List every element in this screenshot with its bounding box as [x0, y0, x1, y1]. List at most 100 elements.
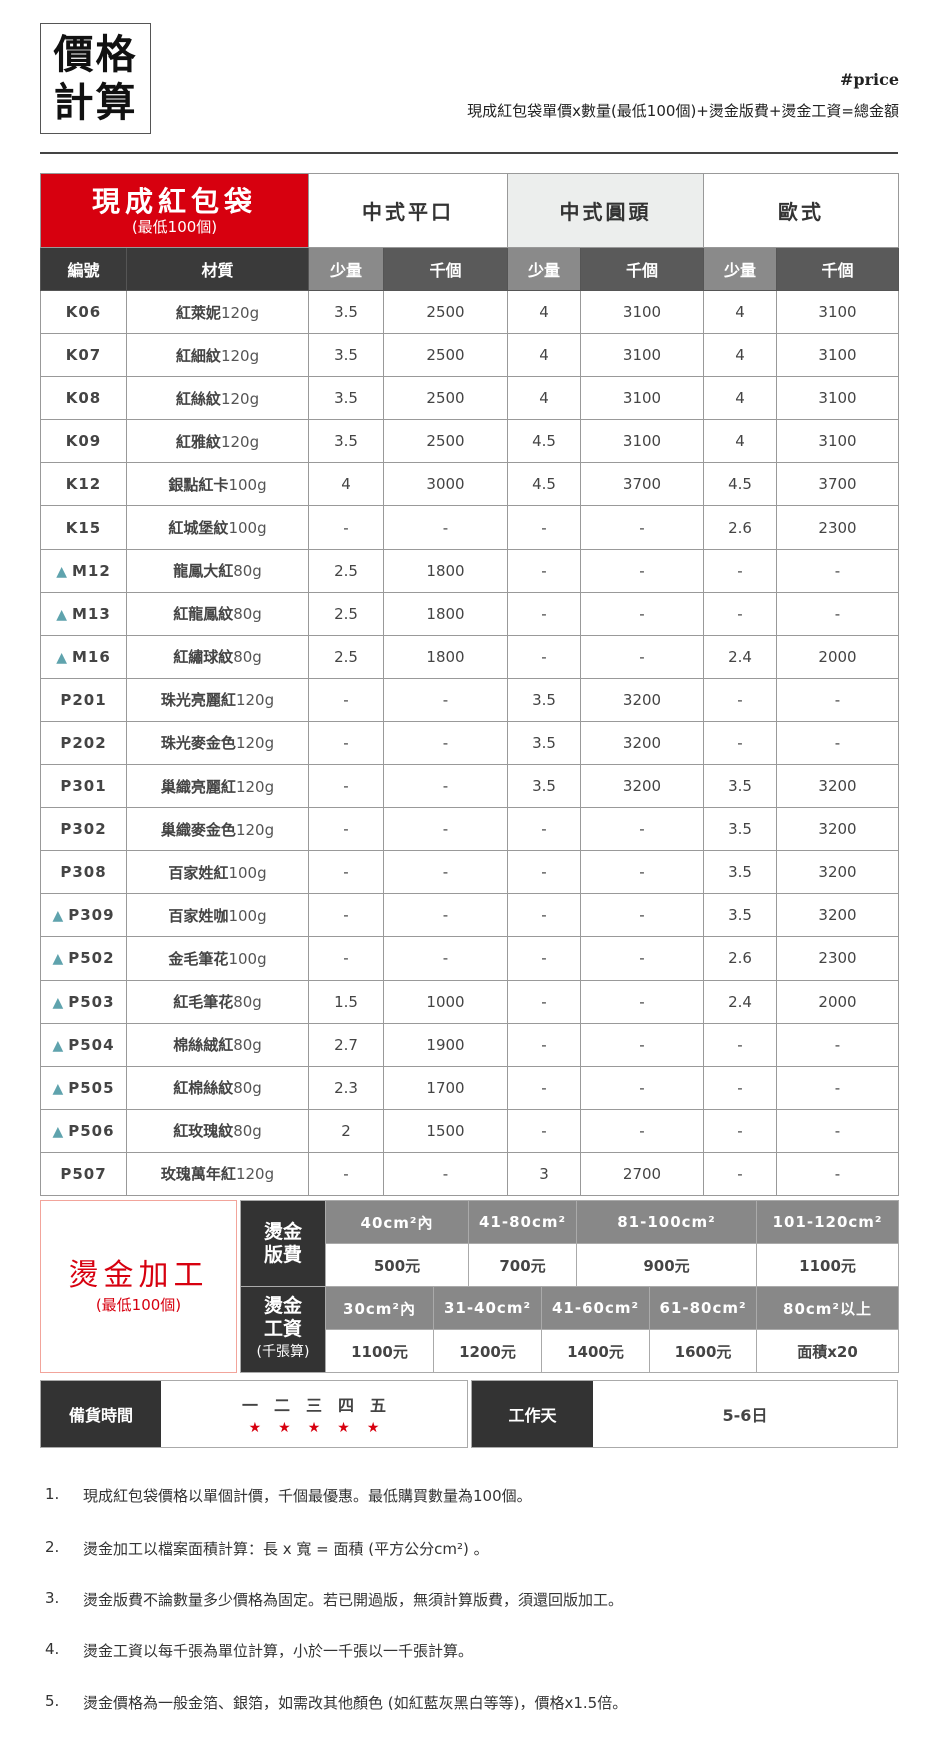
table-row: P507 玫瑰萬年紅120g - -3 2700- -: [40, 1151, 900, 1196]
labor-price: 面積x20: [756, 1329, 900, 1373]
price-cell: -: [308, 1151, 385, 1196]
price-cell: 3200: [776, 893, 900, 938]
labor-price: 1200元: [433, 1329, 542, 1373]
item-material: 龍鳳大紅80g: [125, 548, 310, 593]
item-code: K07: [40, 333, 127, 378]
price-cell: 2300: [776, 505, 900, 550]
price-cell: 3.5: [308, 333, 385, 378]
stock-time: 備貨時間 一二三四五 ★ ★ ★ ★ ★: [40, 1380, 468, 1448]
material-name: 巢織麥金色: [160, 820, 236, 839]
price-cell: 3100: [776, 419, 900, 464]
price-cell: -: [507, 979, 582, 1024]
price-cell: 4.5: [507, 419, 582, 464]
price-cell: -: [383, 850, 509, 895]
price-cell: -: [383, 893, 509, 938]
price-cell: 1.5: [308, 979, 385, 1024]
table-row: ▲ P506 紅玫瑰紋80g 2 1500- - - -: [40, 1108, 900, 1153]
price-cell: -: [507, 850, 582, 895]
item-code: ▲ P503: [40, 979, 127, 1024]
item-code: K09: [40, 419, 127, 464]
material-name: 紅雅紋: [175, 432, 221, 451]
price-cell: 3700: [776, 462, 900, 507]
note-item: 3. 燙金版費不論數量多少價格為固定。若已開過版，無須計算版費，須還回版加工。: [45, 1589, 623, 1610]
table-row: P301 巢織亮麗紅120g - -3.5 3200 3.5 3200: [40, 764, 900, 809]
item-code: ▲ M12: [40, 548, 127, 593]
note-item: 1. 現成紅包袋價格以單個計價，千個最優惠。最低購買數量為100個。: [45, 1485, 532, 1506]
table-row: P302 巢織麥金色120g - - - -3.5 3200: [40, 807, 900, 852]
price-cell: 4: [507, 376, 582, 421]
table-row: ▲ P502 金毛筆花100g - - - -2.6 2300: [40, 936, 900, 981]
item-material: 紅細紋120g: [125, 333, 310, 378]
price-cell: 2700: [580, 1151, 705, 1196]
price-cell: 4: [703, 289, 778, 335]
item-code: K08: [40, 376, 127, 421]
price-cell: -: [580, 936, 705, 981]
price-cell: -: [580, 1065, 705, 1110]
note-text: 現成紅包袋價格以單個計價，千個最優惠。最低購買數量為100個。: [83, 1487, 532, 1505]
price-cell: 2: [308, 1108, 385, 1153]
material-name: 紅棉絲紋: [173, 1079, 234, 1098]
item-material: 棉絲絨紅80g: [125, 1022, 310, 1067]
code-text: P502: [68, 949, 115, 968]
labor-price: 1100元: [325, 1329, 434, 1373]
table-row: P201 珠光亮麗紅120g - -3.5 3200- -: [40, 677, 900, 722]
price-cell: -: [776, 591, 900, 636]
material-weight: 100g: [228, 475, 267, 494]
price-cell: -: [776, 720, 900, 766]
price-cell: -: [383, 764, 509, 809]
style-header-european: 歐式: [703, 173, 900, 248]
material-weight: 120g: [220, 432, 260, 451]
price-cell: -: [703, 720, 778, 766]
table-row: P308 百家姓紅100g - - - -3.5 3200: [40, 850, 900, 895]
item-material: 紅絲紋120g: [125, 376, 310, 421]
price-cell: -: [507, 1022, 582, 1067]
code-text: K15: [65, 518, 102, 537]
price-cell: 3100: [776, 376, 900, 421]
label-line: 燙金: [263, 1295, 302, 1317]
note-text: 燙金工資以每千張為單位計算，小於一千張以一千張計算。: [83, 1642, 474, 1660]
price-cell: 3.5: [703, 764, 778, 809]
label-line: 工資: [263, 1318, 302, 1340]
material-name: 百家姓咖: [168, 906, 229, 925]
price-cell: -: [580, 1108, 705, 1153]
item-material: 玫瑰萬年紅120g: [125, 1151, 310, 1196]
price-cell: 4: [507, 289, 582, 335]
material-weight: 80g: [233, 993, 262, 1012]
price-cell: -: [580, 634, 705, 679]
material-weight: 80g: [233, 562, 262, 581]
code-text: M16: [71, 647, 111, 666]
price-cell: 3.5: [703, 807, 778, 852]
price-cell: -: [308, 850, 385, 895]
price-cell: 1800: [383, 591, 509, 636]
stock-label: 備貨時間: [41, 1381, 161, 1447]
note-number: 3.: [45, 1589, 60, 1607]
table-row: ▲ M13 紅龍鳳紋80g 2.5 1800- - - -: [40, 591, 900, 636]
plate-size: 40cm²內: [325, 1200, 469, 1244]
item-code: ▲ P506: [40, 1108, 127, 1153]
material-name: 紅絲紋: [175, 389, 221, 408]
item-material: 金毛筆花100g: [125, 936, 310, 981]
table-row: K15 紅城堡紋100g - - - -2.6 2300: [40, 505, 900, 550]
material-weight: 120g: [235, 734, 275, 753]
table-row: K09 紅雅紋120g 3.5 2500 4.5 3100 4 3100: [40, 419, 900, 464]
star-icon: ★: [366, 1420, 380, 1436]
code-text: P505: [68, 1078, 115, 1097]
price-cell: -: [580, 807, 705, 852]
product-header: 現成紅包袋 (最低100個): [39, 173, 310, 248]
code-text: P504: [68, 1035, 115, 1054]
table-row: ▲ P505 紅棉絲紋80g 2.3 1700- - - -: [40, 1065, 900, 1110]
price-cell: -: [776, 1065, 900, 1110]
price-cell: -: [776, 548, 900, 593]
price-cell: -: [308, 807, 385, 852]
price-cell: 3100: [580, 333, 705, 378]
material-weight: 80g: [233, 605, 262, 624]
item-code: ▲ P502: [40, 936, 127, 981]
price-cell: 3200: [580, 764, 705, 809]
material-name: 金毛筆花: [168, 949, 229, 968]
plate-label: 燙金 版費: [240, 1200, 326, 1287]
labor-label: 燙金 工資 (千張算): [240, 1286, 326, 1373]
price-cell: 3200: [580, 677, 705, 722]
material-weight: 120g: [220, 346, 260, 365]
price-cell: -: [383, 936, 509, 981]
note-item: 5. 燙金價格為一般金箔、銀箔，如需改其他顏色 (如紅藍灰黑白等等)，價格x1.5…: [45, 1692, 627, 1713]
